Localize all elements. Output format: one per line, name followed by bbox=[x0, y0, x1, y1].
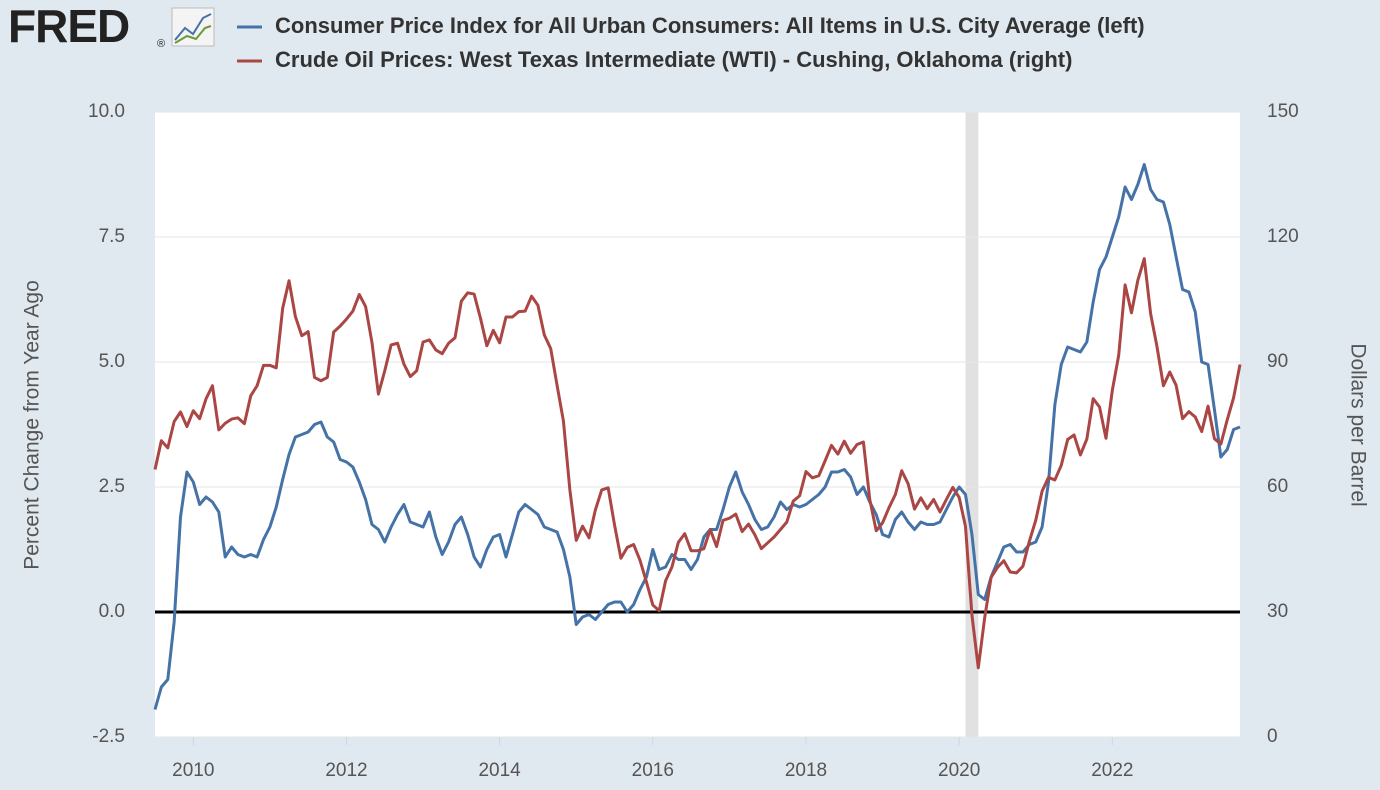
logo-mark: ® bbox=[157, 38, 165, 50]
y-axis-title: Percent Change from Year Ago bbox=[21, 280, 44, 570]
x-tick-label: 2020 bbox=[938, 760, 980, 781]
x-tick-label: 2022 bbox=[1091, 760, 1133, 781]
logo-icon bbox=[171, 7, 215, 47]
plot-area bbox=[155, 112, 1240, 737]
y2-tick-label: 90 bbox=[1267, 351, 1288, 372]
y-tick-label: 2.5 bbox=[99, 476, 125, 497]
y-tick-label: 7.5 bbox=[99, 226, 125, 247]
x-tick-label: 2018 bbox=[785, 760, 827, 781]
y2-tick-label: 150 bbox=[1267, 101, 1299, 122]
y2-axis-title: Dollars per Barrel bbox=[1346, 343, 1369, 506]
y2-tick-label: 120 bbox=[1267, 226, 1299, 247]
y-tick-label: 0.0 bbox=[99, 601, 125, 622]
data-line bbox=[153, 257, 1242, 670]
x-tick-label: 2012 bbox=[325, 760, 367, 781]
y-tick-label: -2.5 bbox=[92, 726, 125, 747]
x-tick-label: 2014 bbox=[478, 760, 521, 781]
legend-label: Consumer Price Index for All Urban Consu… bbox=[275, 13, 1145, 38]
y2-tick-label: 60 bbox=[1267, 476, 1288, 497]
y-tick-label: 10.0 bbox=[88, 101, 125, 122]
data-line bbox=[153, 163, 1241, 710]
y2-tick-label: 30 bbox=[1267, 601, 1288, 622]
y2-tick-label: 0 bbox=[1267, 726, 1278, 747]
x-tick-label: 2010 bbox=[172, 760, 214, 781]
y-tick-label: 5.0 bbox=[99, 351, 125, 372]
x-tick-label: 2016 bbox=[632, 760, 674, 781]
logo: FRED bbox=[8, 0, 129, 52]
legend-label: Crude Oil Prices: West Texas Intermediat… bbox=[275, 47, 1072, 72]
